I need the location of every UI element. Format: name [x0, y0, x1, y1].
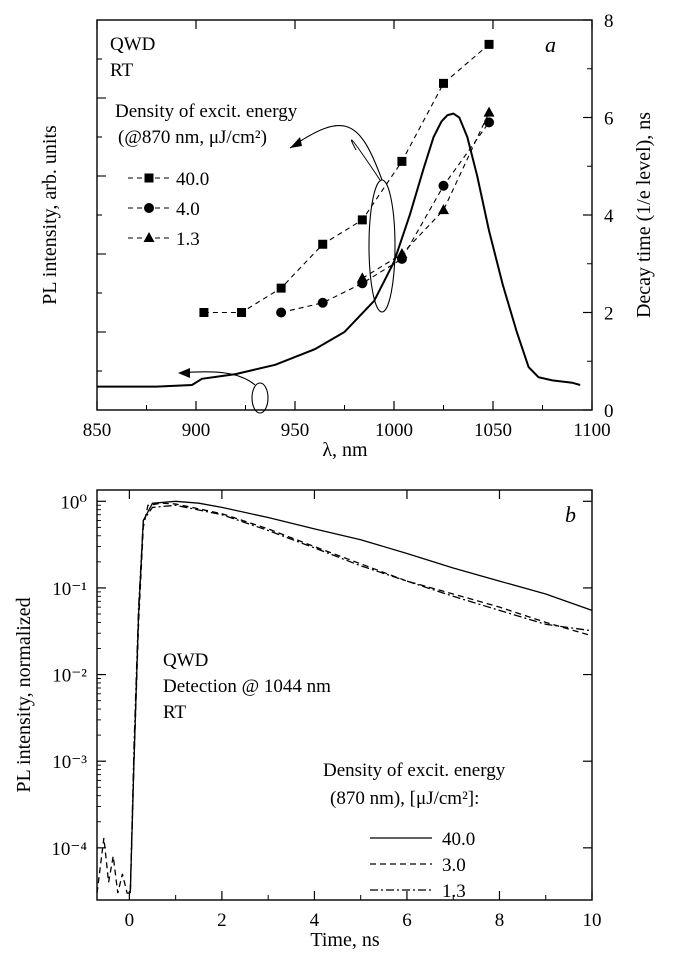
- panel-b: 0 2 4 6 8 10 10⁻⁴ 10⁻³ 10⁻² 10⁻¹ 10⁰ b QWD Detect…: [13, 489, 602, 951]
- panel-a-point-decay-4-0: [276, 307, 287, 318]
- panel-a-point-decay-1-3: [356, 272, 368, 283]
- panel-a-ytick-right-label: 6: [604, 109, 614, 130]
- panel-b-legend-title: Density of excit. energy: [323, 760, 506, 781]
- panel-b-line-3-0: [96, 502, 593, 894]
- panel-a-ytick-right-label: 2: [604, 304, 614, 325]
- panel-a-arrow-right-curve: [289, 125, 383, 181]
- panel-b-ytick-label: 10⁻¹: [52, 579, 87, 600]
- panel-b-xtick-label: 8: [495, 910, 505, 931]
- panel-a-series-ellipse: [368, 179, 396, 313]
- panel-a-ytick-right-label: 8: [604, 11, 614, 32]
- panel-a-yrightticklabels: 0 2 4 6 8: [604, 11, 614, 422]
- panel-a-point-decay-4-0: [317, 297, 328, 308]
- panel-a-point-decay-40-0: [199, 308, 209, 317]
- panel-b-yticklabels: 10⁻⁴ 10⁻³ 10⁻² 10⁻¹ 10⁰: [51, 492, 87, 860]
- panel-a-legend-marker: [144, 173, 154, 183]
- panel-b-line-1-3: [129, 504, 593, 894]
- panel-a-arrow-left-head: [178, 368, 190, 378]
- panel-a-xtick-label: 1000: [375, 420, 413, 441]
- panel-b-ylabel: PL intensity, normalized: [13, 597, 35, 792]
- panel-b-ytick-label: 10⁻²: [52, 666, 87, 687]
- panel-b-xlabel: Time, ns: [310, 929, 380, 951]
- panel-b-xticklabels: 0 2 4 6 8 10: [125, 910, 602, 931]
- panel-a-sample: QWD: [110, 34, 155, 55]
- panel-a-legend-label: 4.0: [176, 199, 200, 220]
- panel-b-line-40-0: [129, 500, 593, 894]
- panel-a-legend-title: Density of excit. energy: [115, 101, 298, 122]
- panel-a-point-decay-4-0: [438, 180, 449, 191]
- panel-b-detection: Detection @ 1044 nm: [163, 676, 331, 697]
- panel-a-ylabel-left: PL intensity, arb. units: [39, 125, 61, 305]
- panel-a-xtick-label: 950: [281, 420, 310, 441]
- panel-b-xtick-label: 0: [125, 910, 135, 931]
- panel-a-ytick-right-label: 0: [604, 401, 614, 422]
- panel-a-ticks: [96, 19, 593, 411]
- panel-a-line-decay-4-0: [280, 122, 490, 314]
- panel-b-plot: [96, 500, 593, 894]
- panel-b-legend-subtitle: (870 nm), [μJ/cm²]:: [330, 788, 479, 809]
- panel-a-legend: 40.0 4.0 1.3: [128, 169, 209, 250]
- panel-b-legend: 40.0 3.0 1.3: [370, 829, 475, 902]
- panel-b-xtick-label: 10: [583, 910, 602, 931]
- panel-a-legend-marker: [144, 203, 154, 213]
- panel-a-point-decay-40-0: [318, 239, 328, 249]
- panel-b-ytick-label: 10⁻³: [52, 752, 87, 773]
- panel-b-legend-label: 3.0: [442, 855, 466, 876]
- panel-a-point-decay-4-0: [484, 117, 495, 128]
- panel-b-ytick-label: 10⁰: [60, 492, 87, 513]
- panel-a-xtick-label: 1100: [573, 420, 610, 441]
- panel-a-xtick-label: 1050: [474, 420, 512, 441]
- panel-a-point-decay-1-3: [438, 204, 449, 215]
- panel-a-spectrum-ellipse: [251, 382, 269, 414]
- panel-a-plot: [97, 39, 581, 388]
- panel-b-legend-label: 1.3: [442, 881, 466, 902]
- panel-a-point-decay-40-0: [276, 283, 286, 293]
- panel-b-xtick-label: 6: [402, 910, 412, 931]
- panel-b-xtick-label: 2: [217, 910, 227, 931]
- panel-a-legend-marker: [143, 232, 155, 242]
- panel-b-frame: [96, 489, 593, 901]
- panel-a-line-decay-40-0: [203, 43, 490, 314]
- panel-a-point-decay-40-0: [484, 39, 494, 49]
- panel-a-frame: [96, 19, 593, 411]
- panel-a-xticklabels: 850 900 950 1000 1050 1100: [83, 420, 611, 441]
- panel-a-point-decay-1-3: [396, 248, 408, 258]
- panel-b-label: b: [565, 502, 576, 527]
- panel-a-line-decay-1-3: [362, 112, 490, 279]
- panel-a-xtick-label: 850: [83, 420, 112, 441]
- panel-a-legend-label: 40.0: [176, 169, 209, 190]
- panel-b-legend-label: 40.0: [442, 829, 475, 850]
- panel-b-sample: QWD: [163, 650, 208, 671]
- panel-a-point-decay-40-0: [397, 156, 407, 166]
- panel-a: 850 900 950 1000 1050 1100 0 2 4 6 8 a QWD RT Den…: [39, 11, 655, 461]
- panel-a-point-decay-40-0: [237, 308, 247, 317]
- panel-a-point-decay-1-3: [483, 106, 495, 117]
- panel-a-arrow-right-head: [290, 137, 302, 148]
- panel-a-legend-label: 1.3: [176, 229, 200, 250]
- panel-a-ytick-right-label: 4: [604, 206, 614, 227]
- panel-a-temperature: RT: [110, 60, 134, 81]
- panel-a-legend-subtitle: (@870 nm, μJ/cm²): [118, 127, 267, 148]
- panel-a-ylabel-right: Decay time (1/e level), ns: [633, 112, 655, 318]
- panel-a-point-decay-40-0: [357, 215, 367, 225]
- panel-b-ytick-label: 10⁻⁴: [51, 839, 87, 860]
- panel-b-temperature: RT: [163, 702, 187, 723]
- panel-a-xtick-label: 900: [182, 420, 211, 441]
- panel-a-line-pl-spectrum: [97, 112, 581, 388]
- panel-a-xlabel: λ, nm: [322, 439, 368, 461]
- panel-a-label: a: [545, 32, 556, 57]
- panel-a-arrow-left-curve: [179, 371, 256, 386]
- panel-a-arrow-right: [350, 139, 381, 181]
- panel-a-point-decay-40-0: [439, 78, 448, 88]
- panel-b-xtick-label: 4: [310, 910, 320, 931]
